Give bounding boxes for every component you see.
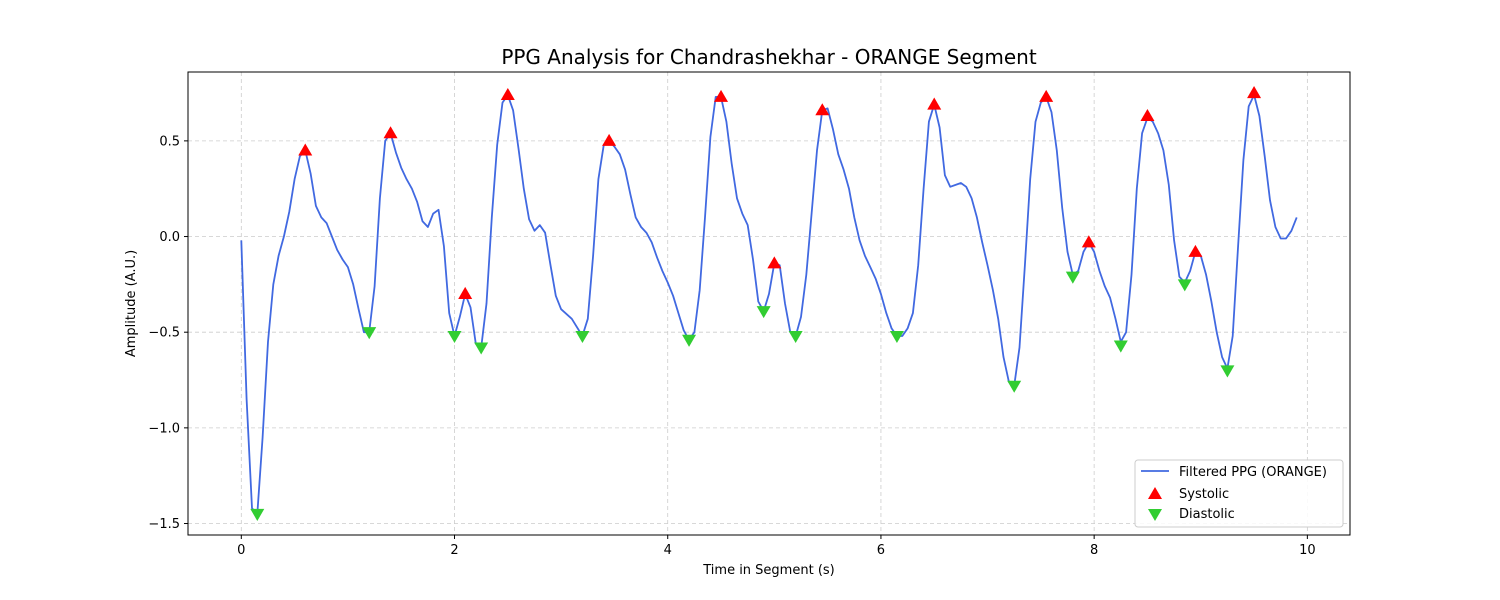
systolic-marker bbox=[1140, 109, 1155, 122]
x-tick-label: 2 bbox=[450, 543, 458, 558]
legend-systolic-marker bbox=[1148, 487, 1162, 499]
diastolic-marker bbox=[682, 334, 697, 347]
y-tick-label: −1.0 bbox=[148, 421, 180, 436]
series-layer bbox=[240, 86, 1298, 521]
chart-title: PPG Analysis for Chandrashekhar - ORANGE… bbox=[501, 45, 1037, 69]
diastolic-marker bbox=[1177, 279, 1192, 292]
diastolic-marker bbox=[756, 306, 771, 319]
x-tick-label: 0 bbox=[237, 543, 245, 558]
systolic-marker bbox=[1188, 244, 1203, 257]
systolic-marker bbox=[602, 133, 617, 146]
systolic-marker bbox=[714, 89, 729, 102]
diastolic-marker bbox=[362, 327, 377, 340]
systolic-marker bbox=[458, 286, 473, 299]
y-tick-label: 0.0 bbox=[159, 230, 180, 245]
diastolic-marker bbox=[1065, 271, 1080, 284]
systolic-marker bbox=[1039, 89, 1054, 102]
diastolic-marker bbox=[1007, 380, 1022, 393]
x-tick-label: 6 bbox=[877, 543, 885, 558]
y-tick-label: 0.5 bbox=[159, 134, 180, 149]
grid bbox=[188, 72, 1350, 535]
x-tick-label: 8 bbox=[1090, 543, 1098, 558]
ticks: 0 2 4 6 8 10 −1.5 −1.0 −0.5 0.0 0.5 bbox=[148, 134, 1315, 558]
diastolic-marker bbox=[1113, 340, 1128, 353]
legend-label-diastolic: Diastolic bbox=[1179, 507, 1235, 522]
diastolic-marker bbox=[788, 330, 803, 344]
x-axis-label: Time in Segment (s) bbox=[702, 563, 834, 578]
legend-label-filtered: Filtered PPG (ORANGE) bbox=[1179, 465, 1327, 480]
legend-box bbox=[1134, 459, 1344, 528]
systolic-marker bbox=[500, 87, 515, 100]
systolic-marker bbox=[1247, 86, 1262, 99]
legend-label-systolic: Systolic bbox=[1179, 487, 1229, 502]
x-tick-label: 10 bbox=[1299, 543, 1316, 558]
diastolic-marker bbox=[575, 330, 590, 344]
diastolic-marker bbox=[474, 342, 489, 355]
systolic-marker bbox=[298, 143, 313, 156]
diastolic-marker bbox=[889, 330, 904, 344]
systolic-marker bbox=[815, 103, 830, 116]
systolic-marker bbox=[383, 126, 398, 139]
systolic-marker bbox=[1081, 235, 1096, 248]
x-tick-label: 4 bbox=[664, 543, 672, 558]
diastolic-marker bbox=[447, 330, 462, 344]
legend-diastolic-marker bbox=[1148, 509, 1162, 521]
plot-frame bbox=[187, 71, 1351, 536]
systolic-marker bbox=[927, 97, 942, 110]
y-tick-label: −1.5 bbox=[148, 517, 180, 532]
y-axis-label: Amplitude (A.U.) bbox=[124, 250, 139, 357]
legend: Filtered PPG (ORANGE) Systolic Diastolic bbox=[1134, 459, 1344, 528]
y-tick-label: −0.5 bbox=[148, 326, 180, 341]
diastolic-marker bbox=[250, 508, 265, 521]
diastolic-marker bbox=[1220, 365, 1235, 378]
systolic-marker bbox=[767, 256, 782, 269]
